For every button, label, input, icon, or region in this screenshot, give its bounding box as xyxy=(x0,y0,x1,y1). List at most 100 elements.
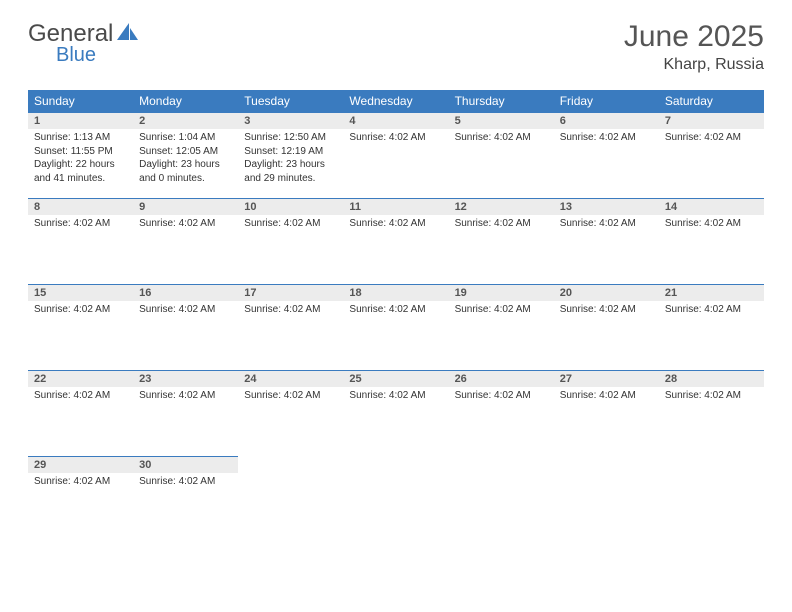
day-number: 8 xyxy=(28,198,133,215)
day-info: Sunrise: 4:02 AM xyxy=(554,129,659,147)
calendar-day-cell: 5Sunrise: 4:02 AM xyxy=(449,112,554,198)
day-info: Sunrise: 4:02 AM xyxy=(133,473,238,491)
day-number: 21 xyxy=(659,284,764,301)
calendar-day-cell: 14Sunrise: 4:02 AM xyxy=(659,198,764,284)
weekday-header: Tuesday xyxy=(238,90,343,112)
day-info: Sunrise: 1:13 AMSunset: 11:55 PMDaylight… xyxy=(28,129,133,187)
calendar-day-cell: 16Sunrise: 4:02 AM xyxy=(133,284,238,370)
day-info: Sunrise: 4:02 AM xyxy=(659,215,764,233)
calendar-week-row: 22Sunrise: 4:02 AM23Sunrise: 4:02 AM24Su… xyxy=(28,370,764,456)
day-number: 2 xyxy=(133,112,238,129)
day-info: Sunrise: 4:02 AM xyxy=(343,301,448,319)
day-number: 24 xyxy=(238,370,343,387)
month-title: June 2025 xyxy=(624,20,764,54)
day-info: Sunrise: 4:02 AM xyxy=(449,215,554,233)
weekday-header-row: Sunday Monday Tuesday Wednesday Thursday… xyxy=(28,90,764,112)
day-info: Sunrise: 4:02 AM xyxy=(554,387,659,405)
calendar-day-cell: 22Sunrise: 4:02 AM xyxy=(28,370,133,456)
calendar-day-cell: 10Sunrise: 4:02 AM xyxy=(238,198,343,284)
day-info: Sunrise: 4:02 AM xyxy=(133,301,238,319)
day-info: Sunrise: 4:02 AM xyxy=(238,301,343,319)
calendar-day-cell: . xyxy=(659,456,764,542)
calendar-day-cell: 8Sunrise: 4:02 AM xyxy=(28,198,133,284)
day-info: Sunrise: 4:02 AM xyxy=(659,387,764,405)
day-number: 26 xyxy=(449,370,554,387)
calendar-day-cell: 30Sunrise: 4:02 AM xyxy=(133,456,238,542)
calendar-week-row: 29Sunrise: 4:02 AM30Sunrise: 4:02 AM....… xyxy=(28,456,764,542)
calendar-day-cell: 15Sunrise: 4:02 AM xyxy=(28,284,133,370)
weekday-header: Monday xyxy=(133,90,238,112)
calendar-day-cell: 26Sunrise: 4:02 AM xyxy=(449,370,554,456)
day-info: Sunrise: 4:02 AM xyxy=(449,387,554,405)
day-number: 16 xyxy=(133,284,238,301)
calendar-day-cell: 21Sunrise: 4:02 AM xyxy=(659,284,764,370)
day-info: Sunrise: 12:50 AMSunset: 12:19 AMDayligh… xyxy=(238,129,343,187)
calendar-day-cell: 9Sunrise: 4:02 AM xyxy=(133,198,238,284)
weekday-header: Thursday xyxy=(449,90,554,112)
weekday-header: Saturday xyxy=(659,90,764,112)
day-number: 3 xyxy=(238,112,343,129)
calendar-day-cell: 6Sunrise: 4:02 AM xyxy=(554,112,659,198)
day-number: 28 xyxy=(659,370,764,387)
day-number: 1 xyxy=(28,112,133,129)
day-number: 27 xyxy=(554,370,659,387)
day-info: Sunrise: 4:02 AM xyxy=(28,215,133,233)
day-info: Sunrise: 4:02 AM xyxy=(238,215,343,233)
day-number: 5 xyxy=(449,112,554,129)
logo-text-blue: Blue xyxy=(56,44,96,67)
day-number: 6 xyxy=(554,112,659,129)
header: General June 2025 Kharp, Russia xyxy=(0,0,792,82)
calendar-day-cell: 23Sunrise: 4:02 AM xyxy=(133,370,238,456)
weekday-header: Sunday xyxy=(28,90,133,112)
day-info: Sunrise: 4:02 AM xyxy=(343,129,448,147)
day-info: Sunrise: 4:02 AM xyxy=(28,473,133,491)
day-number: 7 xyxy=(659,112,764,129)
calendar-day-cell: 19Sunrise: 4:02 AM xyxy=(449,284,554,370)
day-info: Sunrise: 4:02 AM xyxy=(449,129,554,147)
day-info: Sunrise: 4:02 AM xyxy=(238,387,343,405)
calendar-day-cell: . xyxy=(449,456,554,542)
day-info: Sunrise: 4:02 AM xyxy=(449,301,554,319)
calendar-day-cell: 1Sunrise: 1:13 AMSunset: 11:55 PMDayligh… xyxy=(28,112,133,198)
calendar-day-cell: 12Sunrise: 4:02 AM xyxy=(449,198,554,284)
calendar-day-cell: 13Sunrise: 4:02 AM xyxy=(554,198,659,284)
day-info: Sunrise: 4:02 AM xyxy=(28,301,133,319)
day-info: Sunrise: 4:02 AM xyxy=(28,387,133,405)
day-number: 10 xyxy=(238,198,343,215)
calendar-day-cell: 20Sunrise: 4:02 AM xyxy=(554,284,659,370)
calendar-day-cell: . xyxy=(343,456,448,542)
day-info: Sunrise: 4:02 AM xyxy=(133,387,238,405)
location-label: Kharp, Russia xyxy=(624,56,764,74)
day-number: 14 xyxy=(659,198,764,215)
calendar-day-cell: 29Sunrise: 4:02 AM xyxy=(28,456,133,542)
calendar-day-cell: . xyxy=(238,456,343,542)
day-info: Sunrise: 4:02 AM xyxy=(343,215,448,233)
calendar-body: 1Sunrise: 1:13 AMSunset: 11:55 PMDayligh… xyxy=(28,112,764,542)
calendar-day-cell: 27Sunrise: 4:02 AM xyxy=(554,370,659,456)
day-number: 23 xyxy=(133,370,238,387)
calendar-day-cell: 17Sunrise: 4:02 AM xyxy=(238,284,343,370)
calendar-week-row: 8Sunrise: 4:02 AM9Sunrise: 4:02 AM10Sunr… xyxy=(28,198,764,284)
title-block: June 2025 Kharp, Russia xyxy=(624,20,764,74)
calendar-day-cell: 24Sunrise: 4:02 AM xyxy=(238,370,343,456)
day-number: 13 xyxy=(554,198,659,215)
calendar-day-cell: 7Sunrise: 4:02 AM xyxy=(659,112,764,198)
day-number: 12 xyxy=(449,198,554,215)
day-number: 25 xyxy=(343,370,448,387)
calendar-day-cell: 18Sunrise: 4:02 AM xyxy=(343,284,448,370)
day-number: 29 xyxy=(28,456,133,473)
day-number: 15 xyxy=(28,284,133,301)
calendar-week-row: 1Sunrise: 1:13 AMSunset: 11:55 PMDayligh… xyxy=(28,112,764,198)
day-info: Sunrise: 4:02 AM xyxy=(343,387,448,405)
day-info: Sunrise: 4:02 AM xyxy=(659,301,764,319)
calendar-day-cell: 28Sunrise: 4:02 AM xyxy=(659,370,764,456)
day-info: Sunrise: 4:02 AM xyxy=(554,301,659,319)
day-number: 4 xyxy=(343,112,448,129)
day-info: Sunrise: 4:02 AM xyxy=(659,129,764,147)
day-number: 9 xyxy=(133,198,238,215)
calendar-day-cell: . xyxy=(554,456,659,542)
calendar-table: Sunday Monday Tuesday Wednesday Thursday… xyxy=(28,90,764,542)
day-info: Sunrise: 1:04 AMSunset: 12:05 AMDaylight… xyxy=(133,129,238,187)
calendar-day-cell: 11Sunrise: 4:02 AM xyxy=(343,198,448,284)
day-number: 17 xyxy=(238,284,343,301)
